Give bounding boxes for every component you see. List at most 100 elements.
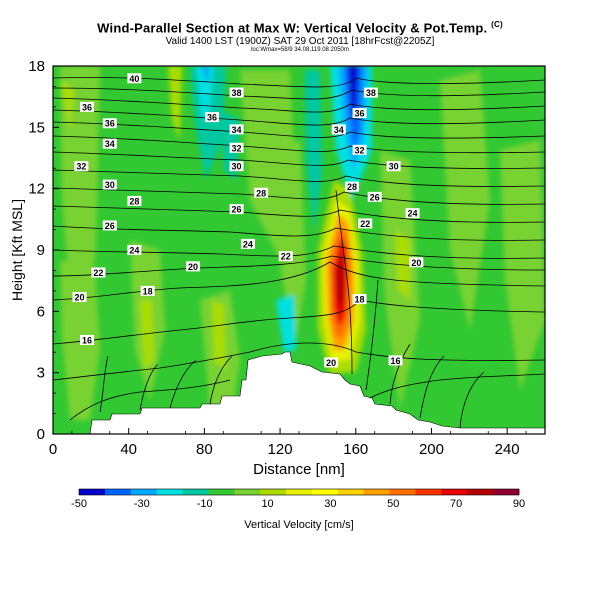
theta-contour (369, 373, 545, 399)
theta-contour (53, 187, 545, 205)
theta-label: 36 (204, 112, 219, 123)
theta-label-text: 34 (232, 125, 242, 135)
theta-contour (365, 279, 379, 391)
theta-label-box (344, 181, 359, 192)
x-tick-label: 200 (419, 441, 444, 458)
theta-label: 36 (102, 118, 117, 129)
theta-label-box (352, 294, 367, 305)
x-tick-label: 40 (120, 441, 137, 458)
theta-contour (53, 225, 545, 241)
theta-label-text: 30 (232, 162, 242, 172)
colorbar-segment (389, 489, 416, 495)
vertical-velocity-field (53, 66, 545, 434)
theta-label-text: 16 (390, 356, 400, 366)
theta-label: 32 (229, 142, 244, 153)
copyright-mark: (C) (491, 20, 503, 29)
theta-label: 30 (386, 161, 401, 172)
theta-label: 38 (363, 87, 378, 98)
theta-contour (53, 97, 545, 113)
theta-label-text: 38 (366, 88, 376, 98)
theta-label-text: 26 (232, 205, 242, 215)
theta-contour (335, 189, 353, 375)
theta-label-text: 36 (207, 113, 217, 123)
field-patch (440, 70, 490, 330)
colorbar-tick-label: 90 (513, 498, 525, 510)
colorbar-segment (467, 489, 494, 495)
theta-label-text: 40 (129, 74, 139, 84)
theta-label-box (127, 195, 142, 206)
colorbar-ticks: -50 -30 -10 10 30 50 70 90 (71, 498, 525, 510)
colorbar-segment (260, 489, 287, 495)
theta-label-box (80, 101, 95, 112)
x-tick-label: 80 (196, 441, 213, 458)
colorbar-segment (104, 489, 132, 495)
y-axis-label: Height [Kft MSL] (9, 199, 25, 301)
theta-label: 24 (127, 245, 142, 256)
theta-label: 34 (229, 124, 244, 135)
potential-temperature-contours (53, 77, 545, 429)
theta-contour (53, 87, 545, 100)
theta-label-box (254, 187, 269, 198)
theta-label: 24 (240, 238, 255, 249)
theta-contour (53, 109, 545, 126)
field-patch (272, 140, 306, 340)
theta-contour (53, 121, 545, 139)
x-axis: 0 40 80 120 160 200 240 (49, 428, 527, 458)
theta-label-box (229, 87, 244, 98)
theta-label: 26 (102, 220, 117, 231)
theta-label-text: 26 (370, 192, 380, 202)
colorbar-segment (311, 489, 339, 495)
theta-label-text: 28 (347, 182, 357, 192)
colorbar-segment (441, 489, 468, 495)
x-axis-label: Distance [nm] (253, 461, 345, 478)
x-tick-label: 160 (343, 441, 368, 458)
theta-label-box (127, 73, 142, 84)
colorbar-segment (182, 489, 209, 495)
x-tick-label: 240 (495, 441, 520, 458)
field-patch (276, 295, 296, 352)
theta-label: 34 (102, 138, 117, 149)
theta-label-box (102, 118, 117, 129)
chart-title: Wind-Parallel Section at Max W: Vertical… (0, 20, 600, 35)
theta-label: 16 (80, 334, 95, 345)
theta-label: 20 (324, 357, 339, 368)
theta-label: 32 (74, 161, 89, 172)
theta-label-text: 20 (411, 258, 421, 268)
y-tick-label: 18 (28, 58, 45, 75)
field-patch (336, 256, 344, 308)
theta-label-text: 22 (93, 268, 103, 278)
y-tick-label: 6 (37, 303, 45, 320)
theta-label-text: 20 (74, 293, 84, 303)
theta-label-box (324, 357, 339, 368)
x-tick-label: 120 (268, 441, 293, 458)
colorbar-tick-label: -10 (197, 498, 213, 510)
colorbar-tick-label: 30 (324, 498, 336, 510)
theta-contour (53, 77, 545, 88)
theta-label-text: 30 (389, 162, 399, 172)
theta-contour (53, 342, 545, 381)
theta-label-text: 20 (188, 262, 198, 272)
field-patch (305, 70, 322, 230)
theta-label-box (74, 161, 89, 172)
field-patch (200, 66, 210, 84)
theta-label-box (386, 161, 401, 172)
colorbar-segment (156, 489, 183, 495)
theta-label-box (229, 204, 244, 215)
colorbar-tick-label: 10 (261, 498, 273, 510)
colorbar-frame (78, 488, 520, 496)
theta-contour (69, 379, 231, 421)
theta-label-box (367, 191, 382, 202)
theta-label-box (72, 292, 87, 303)
contour-labels: 40 38 38 36 36 36 36 34 34 34 32 32 32 30 30 30 28 28 26 28… (72, 73, 424, 368)
theta-label-box (140, 285, 155, 296)
theta-label: 18 (352, 294, 367, 305)
colorbar-segment (415, 489, 442, 495)
theta-label: 28 (254, 187, 269, 198)
field-patch (168, 66, 182, 140)
theta-label-box (358, 218, 373, 229)
theta-label-box (80, 334, 95, 345)
colorbar-label: Vertical Velocity [cm/s] (244, 519, 353, 531)
theta-label-text: 16 (82, 335, 92, 345)
theta-label-text: 20 (326, 358, 336, 368)
chart-location-line: loc:Wmax=58/9 34.08,119.08 2050m (251, 47, 349, 53)
